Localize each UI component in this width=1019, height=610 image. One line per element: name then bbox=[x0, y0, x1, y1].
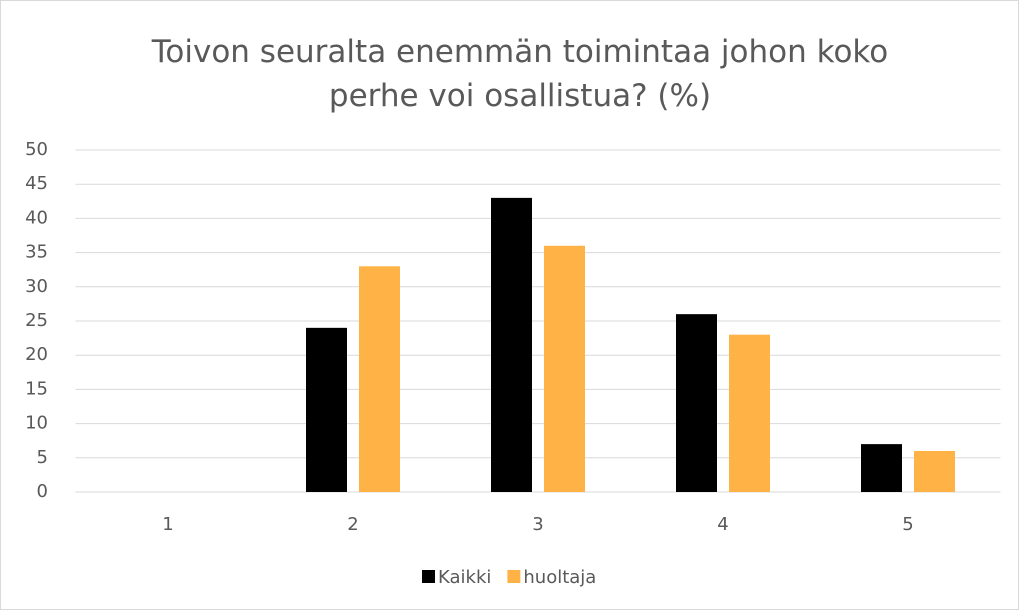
bar bbox=[676, 314, 717, 492]
y-tick-label: 30 bbox=[25, 276, 48, 297]
y-tick-label: 40 bbox=[25, 207, 48, 228]
x-tick-label: 1 bbox=[162, 514, 173, 535]
y-tick-label: 45 bbox=[25, 173, 48, 194]
x-tick-label: 2 bbox=[347, 514, 358, 535]
y-tick-label: 5 bbox=[37, 447, 48, 468]
y-tick-label: 10 bbox=[25, 413, 48, 434]
bar bbox=[544, 245, 585, 492]
bar bbox=[491, 197, 532, 492]
bar bbox=[861, 444, 902, 492]
y-tick-label: 15 bbox=[25, 378, 48, 399]
bar bbox=[729, 334, 770, 492]
legend-label: Kaikki bbox=[438, 567, 491, 588]
y-tick-label: 35 bbox=[25, 242, 48, 263]
bar bbox=[359, 266, 400, 492]
bar bbox=[914, 450, 955, 492]
legend-label: huoltaja bbox=[523, 567, 596, 588]
y-tick-label: 25 bbox=[25, 310, 48, 331]
y-tick-label: 20 bbox=[25, 344, 48, 365]
y-tick-label: 50 bbox=[25, 139, 48, 160]
x-tick-label: 3 bbox=[532, 514, 543, 535]
x-tick-label: 5 bbox=[902, 514, 913, 535]
bar bbox=[306, 327, 347, 492]
y-tick-label: 0 bbox=[37, 481, 48, 502]
chart-title: Toivon seuralta enemmän toimintaa johon … bbox=[151, 34, 889, 114]
x-tick-label: 4 bbox=[717, 514, 728, 535]
legend-swatch bbox=[422, 570, 435, 583]
legend-swatch bbox=[507, 570, 521, 583]
